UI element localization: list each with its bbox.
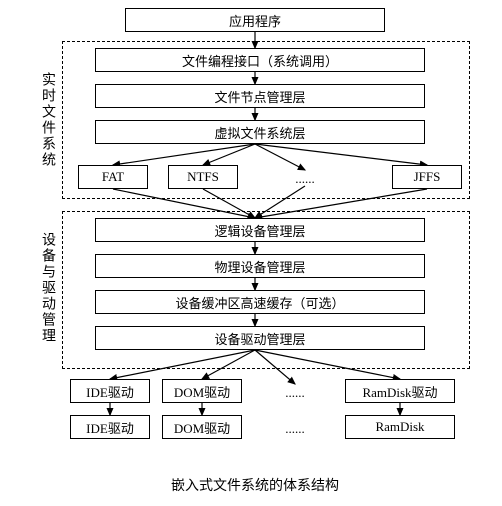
api-box: 文件编程接口（系统调用） — [95, 48, 425, 72]
drvmgr-box: 设备驱动管理层 — [95, 326, 425, 350]
idedrv-label: IDE驱动 — [86, 382, 134, 401]
domdrv-box: DOM驱动 — [162, 379, 242, 403]
vfs-box: 虚拟文件系统层 — [95, 120, 425, 144]
logicdev-label: 逻辑设备管理层 — [214, 221, 305, 240]
ide-label: IDE驱动 — [86, 418, 134, 437]
node-label: 文件节点管理层 — [214, 87, 305, 106]
ramdisk-box: RamDisk — [345, 415, 455, 439]
logicdev-box: 逻辑设备管理层 — [95, 218, 425, 242]
ide-box: IDE驱动 — [70, 415, 150, 439]
ntfs-box: NTFS — [168, 165, 238, 189]
ramdisk-label: RamDisk — [375, 419, 424, 435]
app-box: 应用程序 — [125, 8, 385, 32]
node-box: 文件节点管理层 — [95, 84, 425, 108]
dev-group-label: 设备与驱动管理 — [37, 232, 57, 344]
jffs-label: JFFS — [414, 169, 441, 185]
cache-box: 设备缓冲区高速缓存（可选） — [95, 290, 425, 314]
drvmgr-label: 设备驱动管理层 — [214, 329, 305, 348]
domdrv-label: DOM驱动 — [174, 382, 230, 401]
diagram-caption: 嵌入式文件系统的体系结构 — [140, 475, 370, 495]
vfs-label: 虚拟文件系统层 — [214, 123, 305, 142]
fat-box: FAT — [78, 165, 148, 189]
idedrv-box: IDE驱动 — [70, 379, 150, 403]
app-label: 应用程序 — [229, 11, 281, 30]
physdev-box: 物理设备管理层 — [95, 254, 425, 278]
fsdots-label: ...... — [275, 171, 335, 187]
ramdiskdrv-box: RamDisk驱动 — [345, 379, 455, 403]
dom-box: DOM驱动 — [162, 415, 242, 439]
devdots-label: ...... — [270, 421, 320, 437]
fat-label: FAT — [102, 169, 124, 185]
dom-label: DOM驱动 — [174, 418, 230, 437]
cache-label: 设备缓冲区高速缓存（可选） — [175, 293, 344, 312]
fs-group-label: 实时文件系统 — [37, 72, 57, 168]
physdev-label: 物理设备管理层 — [214, 257, 305, 276]
drvdots-label: ...... — [270, 385, 320, 401]
ntfs-label: NTFS — [187, 169, 219, 185]
ramdiskdrv-label: RamDisk驱动 — [362, 382, 437, 401]
jffs-box: JFFS — [392, 165, 462, 189]
api-label: 文件编程接口（系统调用） — [182, 51, 338, 70]
architecture-diagram: 应用程序 实时文件系统 文件编程接口（系统调用） 文件节点管理层 虚拟文件系统层… — [0, 0, 502, 506]
